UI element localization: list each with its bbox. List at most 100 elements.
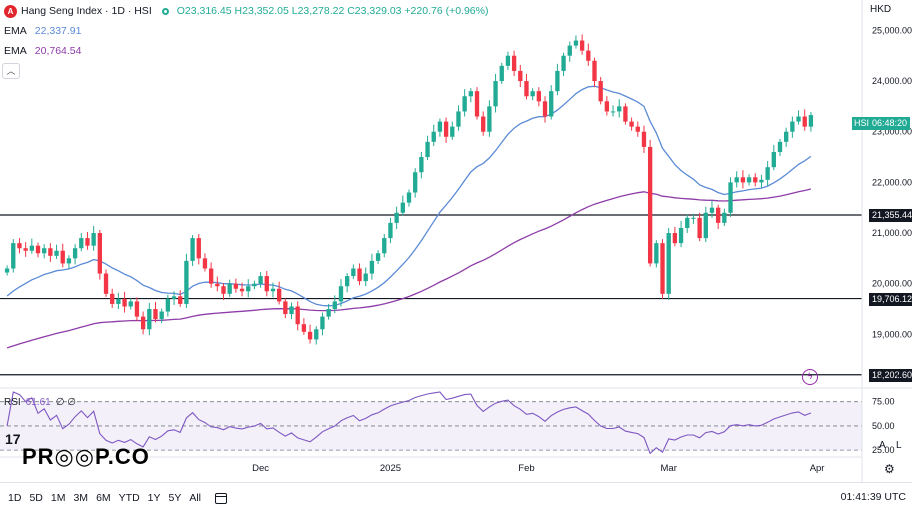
time-axis-label: Apr [810,463,825,474]
candle-body [573,40,579,46]
range-button-all[interactable]: All [189,492,202,504]
candle-body [623,106,628,122]
ema-slow-label[interactable]: EMA [4,45,27,57]
candle-body [140,316,146,330]
candle-body [103,273,109,294]
range-button-6m[interactable]: 6M [96,492,111,504]
range-button-3m[interactable]: 3M [73,492,89,504]
candle-body [171,296,177,299]
rsi-pane: 75.00 50.00 25.00 [0,391,895,455]
candle-body [542,101,548,117]
ema-fast-label[interactable]: EMA [4,25,27,37]
horizontal-line-price-tag: 18,202.60 [869,368,912,382]
candle-body [635,126,640,132]
candle-body [740,177,746,183]
candle-body [54,250,59,256]
candle-body [518,70,523,82]
candle-body [369,260,375,274]
calendar-icon[interactable] [215,492,228,504]
candle-body [647,146,653,264]
gear-icon[interactable]: ⚙ [884,462,895,476]
candle-body [549,91,554,117]
range-button-5y[interactable]: 5Y [168,492,182,504]
candle-body [672,233,678,244]
candle-body [406,192,412,203]
candle-body [728,182,733,213]
candle-body [660,243,665,294]
horizontal-lines[interactable] [0,214,862,376]
candle-body [196,238,201,259]
candle-body [178,296,183,304]
range-button-1m[interactable]: 1M [50,492,66,504]
candle-body [592,60,597,82]
auto-scale-button[interactable]: A [879,371,886,382]
candle-body [116,298,121,304]
candle-body [153,309,158,320]
candle-body [530,91,535,97]
lightning-icon[interactable]: ϟ [802,369,818,385]
price-axis-label: 24,000.00 [872,76,912,86]
candle-body [202,258,208,269]
candle-body [289,306,294,315]
price-axis-label: 19,000.00 [872,329,912,339]
candle-body [363,273,368,282]
range-button-1d[interactable]: 1D [8,492,22,504]
candle-body [579,40,585,51]
ema-slow-value: 20,764.54 [34,45,82,57]
rsi-auto-button[interactable]: A [879,440,886,451]
candle-body [604,101,610,112]
candle-body [128,301,133,307]
candle-body [493,81,498,107]
log-scale-button[interactable]: L [896,371,902,382]
candle-body [715,207,721,223]
time-axis-label: Mar [661,463,677,474]
tradingview-logo-icon[interactable]: 17 [5,431,21,447]
range-button-1y[interactable]: 1Y [147,492,161,504]
market-status-icon [161,7,169,15]
price-chart[interactable]: 75.00 50.00 25.00 25,000.00 24,000.00 23,000… [0,0,912,482]
candle-body [777,141,783,152]
candle-body [666,233,671,294]
chevron-up-icon[interactable]: ︿ [2,63,20,79]
last-price-symbol-tag: HSI [852,117,872,130]
range-button-5d[interactable]: 5D [29,492,43,504]
candle-body [208,268,214,284]
candle-body [48,248,53,256]
candle-body [722,212,727,223]
candle-body [42,248,47,254]
candle-body [388,222,393,239]
candle-body [567,45,572,56]
candle-body [746,177,752,183]
currency-label[interactable]: HKD [870,4,892,15]
candle-body [784,131,789,142]
candle-body [23,248,28,251]
candle-body [474,91,480,117]
candle-body [586,50,591,61]
range-button-ytd[interactable]: YTD [118,492,140,504]
candle-body [60,250,65,264]
candle-body [524,81,529,97]
rsi-value: 61.61 [25,397,51,408]
rsi-line [6,391,812,455]
rsi-axis-label: 75.00 [872,397,895,407]
candle-body [443,121,449,137]
utc-clock[interactable]: 01:41:39 UTC [840,491,906,503]
symbol-title[interactable]: Hang Seng Index · 1D · HSI [21,5,152,17]
rsi-label[interactable]: RSI [4,397,21,408]
candle-body [641,131,647,147]
axes: 25,000.00 24,000.00 23,000.00 22,000.00 21,0… [0,0,912,482]
candle-body [91,233,96,246]
rsi-extra: ∅ ∅ [55,397,76,408]
candle-body [771,151,776,168]
bottom-toolbar: 1D 5D 1M 3M 6M YTD 1Y 5Y All 01:41:39 UTC [0,482,912,513]
candle-body [413,172,418,193]
candle-body [307,331,313,340]
candles [4,34,814,345]
rsi-log-button[interactable]: L [896,440,902,451]
candle-body [66,258,72,264]
candle-body [685,217,690,228]
candle-body [4,268,10,273]
candle-body [190,238,195,261]
candle-body [29,245,34,251]
candle-body [97,233,103,274]
